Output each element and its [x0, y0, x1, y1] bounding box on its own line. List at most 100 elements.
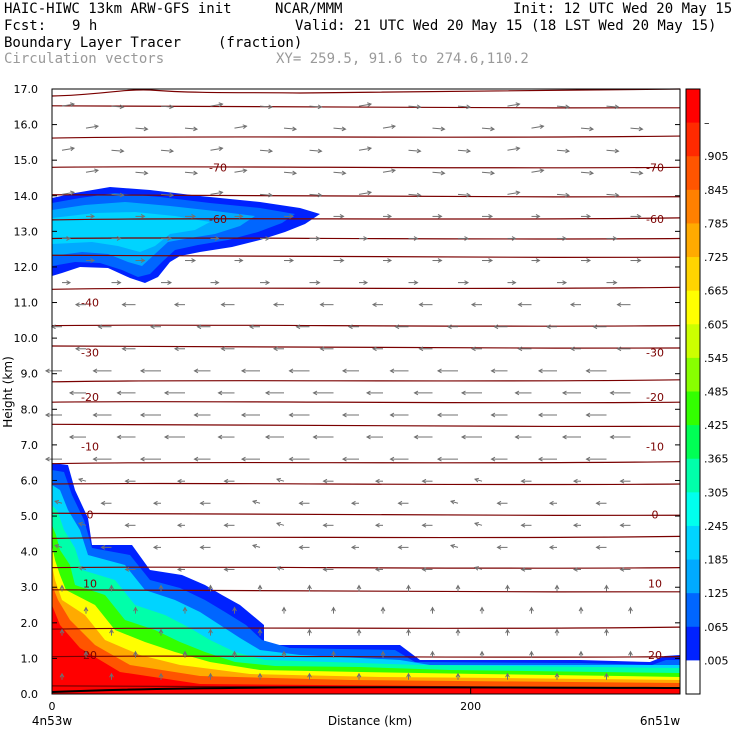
isotherm-line [51, 655, 681, 658]
vector-arrowhead [421, 522, 427, 528]
colorbar-label: .305 [704, 486, 729, 499]
vector-arrowhead [493, 324, 499, 330]
vector-arrowhead [217, 434, 223, 440]
vector-arrow [333, 171, 346, 174]
vector-arrowhead [561, 434, 567, 440]
vector-arrow [457, 105, 471, 108]
y-tick-label: 5.0 [21, 510, 39, 523]
vector-arrowhead [121, 346, 127, 352]
vector-arrowhead [473, 566, 480, 571]
isotherm-line [51, 217, 681, 221]
vector-arrowhead [460, 434, 466, 440]
vector-arrowhead [289, 214, 295, 219]
vector-arrow [184, 127, 198, 130]
vector-arrowhead [217, 390, 223, 396]
vector-arrow [382, 169, 396, 173]
vector-arrowhead [371, 346, 377, 352]
isotherm-label: 10 [83, 578, 97, 591]
y-tick-label: 12.0 [14, 261, 39, 274]
vector-arrowhead [100, 545, 106, 550]
vector-arrow [481, 127, 495, 130]
forecast-hours: 9 h [72, 18, 98, 34]
vector-arrowhead [520, 478, 526, 484]
y-tick-label: 7.0 [21, 439, 39, 452]
vector-arrowhead [322, 522, 328, 528]
vector-arrowhead [413, 236, 419, 241]
vector-arrowhead [191, 258, 197, 263]
vector-arrowhead [529, 606, 534, 612]
vector-arrowhead [616, 346, 622, 352]
vector-arrowhead [152, 500, 158, 506]
isotherm-label: -20 [81, 391, 99, 404]
vector-arrow [135, 171, 148, 174]
vector-arrow [531, 125, 544, 129]
vector-arrowhead [68, 390, 74, 396]
vector-arrow [408, 105, 421, 108]
vector-arrowhead [220, 302, 226, 308]
x-end-location: 6n51w [640, 714, 681, 728]
vector-arrowhead [281, 650, 287, 656]
vector-arrowhead [158, 584, 164, 590]
vector-arrowhead [268, 148, 274, 154]
isotherm-line [51, 535, 681, 540]
vector-arrowhead [609, 390, 615, 396]
vector-arrowhead [619, 478, 625, 484]
vector-arrowhead [169, 192, 175, 198]
tracer-fill [52, 187, 680, 694]
vector-arrowhead [363, 236, 369, 241]
vector-arrowhead [116, 434, 122, 440]
vector-arrowhead [529, 650, 534, 656]
vector-arrowhead [298, 500, 304, 506]
vector-arrowhead [242, 124, 248, 130]
vector-arrowhead [619, 567, 625, 572]
vector-arrowhead [569, 346, 575, 352]
vector-arrowhead [356, 628, 362, 634]
vector-arrow [556, 105, 570, 108]
vector-arrow [556, 149, 570, 152]
vector-arrowhead [208, 628, 213, 634]
vector-arrow [580, 171, 594, 174]
vector-arrowhead [319, 302, 325, 308]
vector-arrowhead [391, 124, 397, 130]
vector-arrowhead [208, 672, 213, 678]
vector-arrowhead [163, 434, 169, 440]
vector-arrowhead [505, 628, 510, 634]
vector-arrowhead [176, 522, 182, 528]
vector-arrowhead [455, 584, 461, 590]
vector-arrowhead [548, 500, 554, 506]
vector-arrow [85, 169, 99, 173]
vector-arrowhead [59, 672, 65, 678]
vector-arrowhead [380, 606, 386, 612]
isotherm-line [51, 482, 681, 486]
colorbar-label: .785 [704, 217, 729, 230]
vector-arrowhead [517, 346, 523, 352]
vector-arrowhead [218, 102, 224, 107]
vector-arrowhead [389, 368, 395, 374]
vector-arrowhead [515, 102, 521, 107]
vector-arrowhead [619, 522, 625, 528]
vector-arrowhead [167, 236, 173, 241]
vector-arrowhead [394, 324, 400, 330]
vector-arrowhead [193, 126, 199, 132]
vector-arrowhead [94, 124, 100, 130]
vector-arrow [276, 522, 285, 526]
field-name: Boundary Layer Tracer [4, 35, 182, 51]
vector-arrowhead [470, 346, 476, 352]
vector-arrowhead [490, 170, 496, 176]
vector-arrowhead [356, 672, 362, 678]
vector-arrowhead [638, 126, 644, 132]
vector-arrowhead [539, 168, 545, 174]
vector-arrowhead [257, 672, 263, 678]
colorbar-label: .425 [704, 419, 729, 432]
vector-arrowhead [440, 170, 446, 176]
terrain-line [51, 686, 681, 693]
vector-arrowhead [537, 368, 543, 374]
vector-arrowhead [604, 672, 609, 678]
vector-arrowhead [488, 214, 494, 219]
vector-arrowhead [53, 544, 60, 549]
vector-arrowhead [341, 126, 347, 132]
isotherm-label: 10 [648, 578, 662, 591]
vector-arrow [358, 147, 372, 151]
isotherm-line [51, 345, 681, 349]
vector-arrowhead [511, 236, 517, 241]
